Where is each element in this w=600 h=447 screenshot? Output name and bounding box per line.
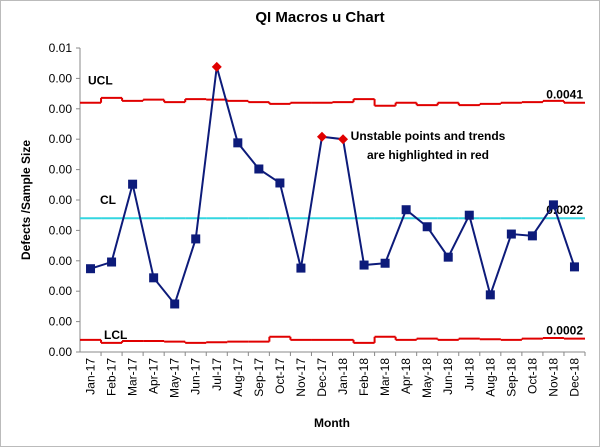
x-tick-label: Jan-17 <box>84 358 98 395</box>
y-tick-label: 0.00 <box>49 345 73 359</box>
x-tick-label: Apr-18 <box>399 358 413 394</box>
x-tick-label: Jan-18 <box>336 358 350 395</box>
x-tick-label: Jun-17 <box>189 358 203 395</box>
x-tick-label: Jun-18 <box>441 358 455 395</box>
x-tick-label: Oct-17 <box>273 358 287 394</box>
data-point <box>86 264 96 274</box>
data-point <box>569 262 579 272</box>
y-tick-label: 0.00 <box>49 193 73 207</box>
x-tick-label: Dec-18 <box>567 358 581 397</box>
x-axis-label: Month <box>314 416 350 430</box>
data-point <box>149 273 159 283</box>
limit-name: UCL <box>88 74 113 88</box>
chart-title: QI Macros u Chart <box>255 9 384 26</box>
data-point <box>275 178 285 188</box>
x-tick-label: Jul-17 <box>210 358 224 391</box>
x-tick-label: Feb-18 <box>357 358 371 396</box>
data-point <box>380 258 390 268</box>
limit-value-label: 0.0002 <box>546 324 583 338</box>
x-tick-label: Sep-18 <box>504 358 518 397</box>
annotation: Unstable points and trends <box>351 129 506 143</box>
data-point <box>443 252 453 262</box>
data-point <box>359 260 369 270</box>
data-point <box>254 164 264 174</box>
annotation: are highlighted in red <box>367 148 489 162</box>
y-tick-label: 0.00 <box>49 223 73 237</box>
limit-name: CL <box>100 193 116 207</box>
x-tick-label: Feb-17 <box>105 358 119 396</box>
x-tick-label: Mar-17 <box>126 358 140 396</box>
x-tick-label: Dec-17 <box>315 358 329 397</box>
data-point <box>485 290 495 300</box>
data-point <box>128 179 138 189</box>
x-tick-label: Aug-17 <box>231 358 245 397</box>
highlighted-point <box>316 131 327 142</box>
data-point <box>422 222 432 232</box>
data-point <box>191 234 201 244</box>
x-tick-label: Nov-18 <box>546 358 560 397</box>
y-tick-label: 0.00 <box>49 132 73 146</box>
limit-value-label: 0.0041 <box>546 88 583 102</box>
x-tick-label: May-18 <box>420 358 434 398</box>
highlighted-point <box>211 61 222 72</box>
data-point <box>233 138 243 148</box>
y-tick-label: 0.00 <box>49 71 73 85</box>
x-tick-label: Apr-17 <box>147 358 161 394</box>
data-point <box>170 299 180 309</box>
y-tick-label: 0.00 <box>49 315 73 329</box>
y-tick-label: 0.00 <box>49 284 73 298</box>
limit-name: LCL <box>104 328 127 342</box>
x-tick-label: May-17 <box>168 358 182 398</box>
data-point <box>527 231 537 241</box>
x-tick-label: Mar-18 <box>378 358 392 396</box>
data-point <box>548 200 558 210</box>
y-tick-label: 0.00 <box>49 102 73 116</box>
highlighted-point <box>338 134 349 145</box>
data-point <box>107 257 117 267</box>
y-tick-label: 0.01 <box>49 41 73 55</box>
data-point <box>464 210 474 220</box>
x-tick-label: Oct-18 <box>525 358 539 394</box>
data-point <box>401 205 411 215</box>
x-tick-label: Jul-18 <box>462 358 476 391</box>
x-tick-label: Aug-18 <box>483 358 497 397</box>
y-axis-label: Defects /Sample Size <box>19 140 33 260</box>
x-tick-label: Nov-17 <box>294 358 308 397</box>
data-point <box>506 229 516 239</box>
y-tick-label: 0.00 <box>49 163 73 177</box>
x-tick-label: Sep-17 <box>252 358 266 397</box>
y-tick-label: 0.00 <box>49 254 73 268</box>
data-point <box>296 263 306 273</box>
